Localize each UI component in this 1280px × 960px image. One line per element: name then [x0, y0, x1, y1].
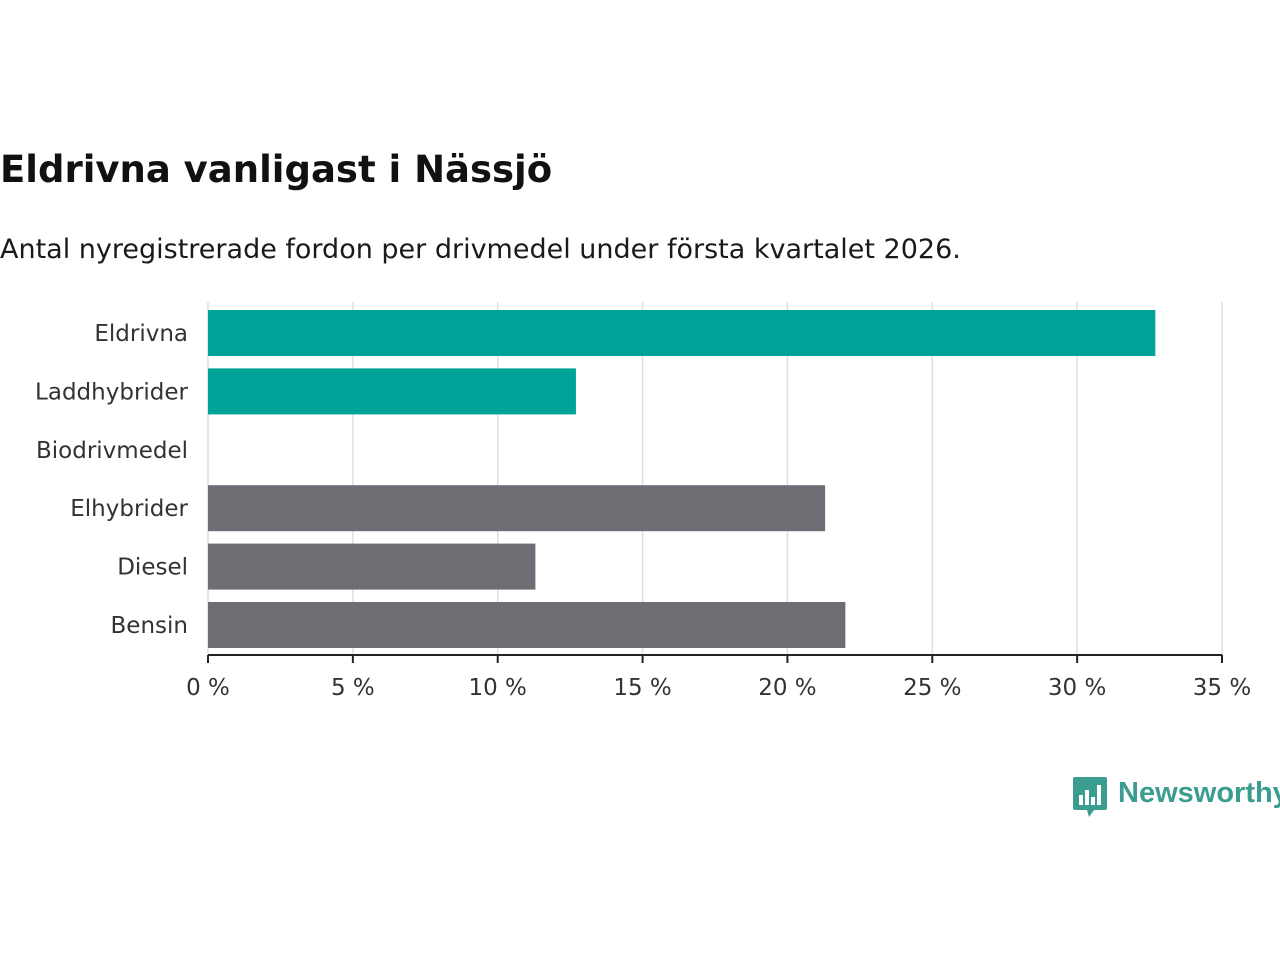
bar-bensin: [208, 602, 846, 648]
newsworthy-logo[interactable]: Newsworthy: [1072, 776, 1280, 820]
bar-elhybrider: [208, 485, 826, 532]
x-tick-label: 35 %: [1193, 675, 1251, 701]
newsworthy-chart-icon: [1073, 777, 1107, 817]
category-label: Eldrivna: [94, 321, 188, 347]
category-labels: Eldrivna Laddhybrider Biodrivmedel Elhybrid…: [35, 321, 188, 639]
x-tick-label: 20 %: [758, 675, 816, 701]
x-axis-ticks: 0 % 5 % 10 % 15 % 20 % 25 % 30 % 35 %: [186, 655, 1251, 701]
bar-diesel: [208, 543, 536, 590]
x-tick-label: 0 %: [186, 675, 230, 701]
chart-subtitle: Antal nyregistrerade fordon per drivmede…: [0, 234, 961, 265]
category-label: Diesel: [117, 555, 188, 581]
brand-name: Newsworthy: [1118, 777, 1280, 809]
bar-laddhybrider: [208, 368, 576, 415]
bars: [208, 310, 1156, 648]
x-tick-label: 5 %: [331, 675, 375, 701]
bar-eldrivna: [208, 310, 1156, 356]
gridlines: [207, 302, 1223, 655]
x-tick-label: 30 %: [1048, 675, 1106, 701]
x-tick-label: 15 %: [613, 675, 671, 701]
category-label: Bensin: [111, 613, 188, 639]
category-label: Biodrivmedel: [36, 438, 188, 464]
chart-title: Eldrivna vanligast i Nässjö: [0, 148, 553, 191]
bar-chart: Eldrivna Laddhybrider Biodrivmedel Elhybrid…: [35, 302, 1251, 701]
x-tick-label: 10 %: [468, 675, 526, 701]
x-tick-label: 25 %: [903, 675, 961, 701]
category-label: Laddhybrider: [35, 379, 188, 405]
category-label: Elhybrider: [70, 496, 188, 522]
